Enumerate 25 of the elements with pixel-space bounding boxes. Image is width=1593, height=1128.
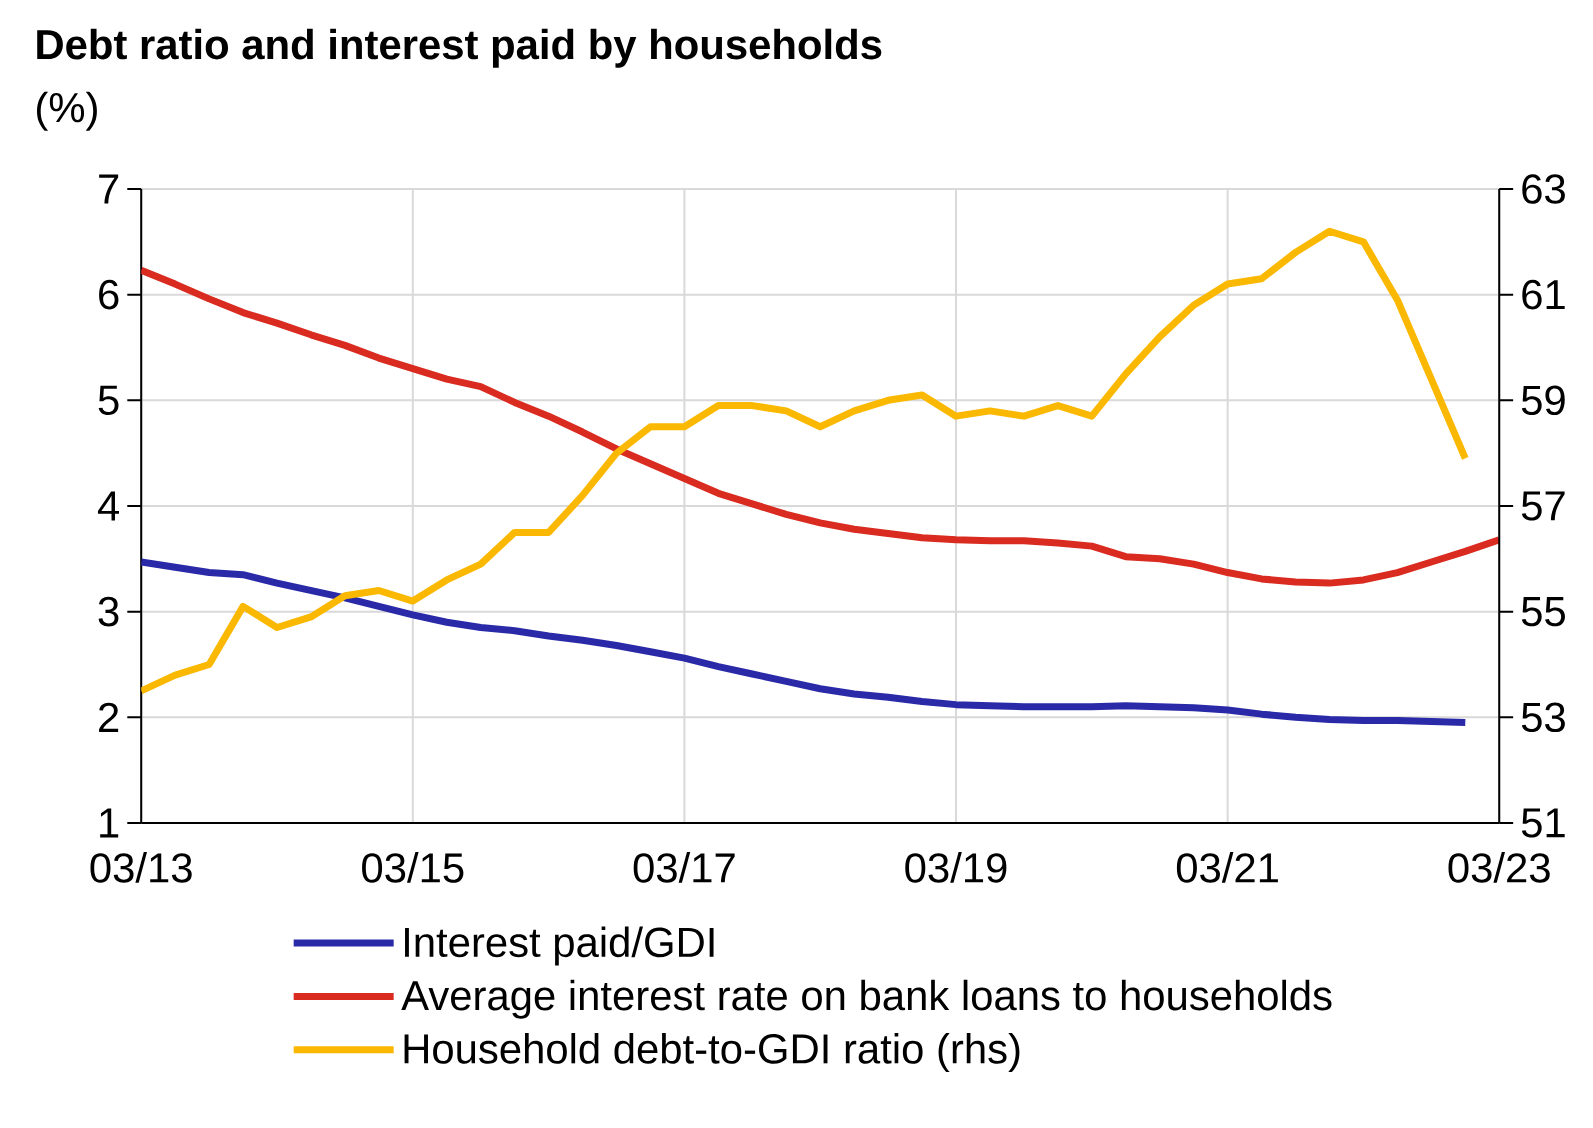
y-tick-label: 7 — [99, 174, 119, 204]
y-tick-label: 5 — [98, 385, 119, 415]
legend-label: Interest paid/GDI — [405, 926, 714, 966]
y2-tick-label: 59 — [1521, 385, 1565, 416]
y-tick-label: 1 — [100, 808, 119, 838]
y-tick-label: 2 — [99, 702, 119, 732]
chart-subtitle: (%) — [37, 91, 97, 131]
legend-label: Household debt-to-GDI ratio (rhs) — [404, 1033, 1020, 1072]
x-tick-label: 03/21 — [1176, 852, 1278, 883]
y2-tick-label: 53 — [1521, 702, 1565, 733]
x-tick-label: 03/19 — [905, 852, 1007, 883]
y-tick-label: 6 — [99, 279, 119, 310]
x-tick-label: 03/23 — [1448, 852, 1550, 883]
y2-tick-label: 55 — [1521, 597, 1565, 627]
y2-tick-label: 61 — [1522, 279, 1565, 310]
y2-tick-label: 57 — [1521, 491, 1565, 521]
chart-title: Debt ratio and interest paid by households — [37, 28, 882, 68]
x-tick-label: 03/15 — [362, 852, 464, 883]
y-tick-label: 3 — [98, 596, 119, 627]
y-tick-label: 4 — [97, 491, 120, 521]
x-tick-label: 03/17 — [633, 852, 735, 883]
x-tick-label: 03/13 — [90, 852, 192, 883]
legend-label: Average interest rate on bank loans to households — [401, 979, 1332, 1019]
y2-tick-label: 63 — [1522, 174, 1565, 204]
y2-tick-label: 51 — [1521, 808, 1565, 838]
